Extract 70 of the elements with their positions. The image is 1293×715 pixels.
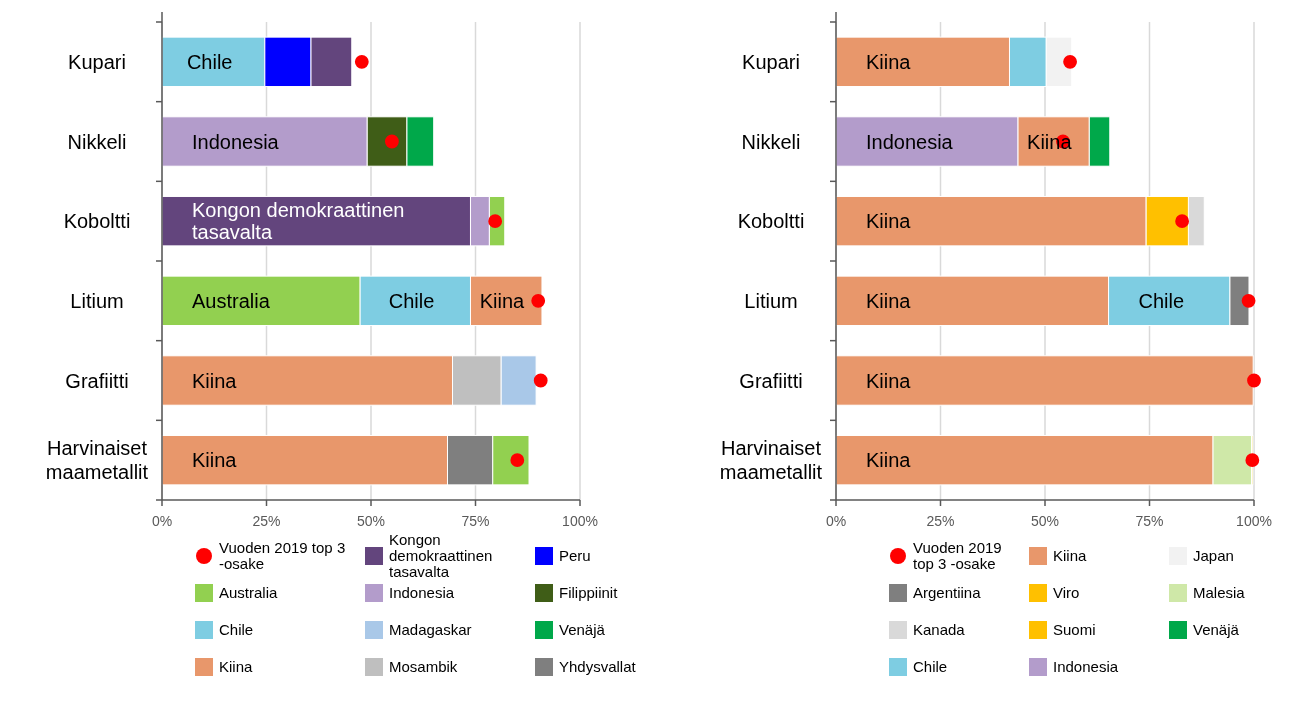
legend-label: Argentiina (913, 584, 982, 602)
legend-label: Vuoden 2019 top 3 -osake (219, 539, 346, 573)
legend-label: Yhdysvallat (559, 658, 637, 676)
text: Kiina (866, 369, 911, 392)
legend-label: Malesia (1193, 584, 1246, 602)
legend-label: Chile (219, 621, 254, 639)
y-tick-label: Grafiitti (739, 369, 803, 392)
point (354, 54, 369, 69)
legend-label: Venäjä (1193, 621, 1240, 639)
x-tick-label: 0% (825, 513, 847, 529)
x-tick-label: 75% (1135, 513, 1164, 529)
text: Kiina (192, 449, 237, 472)
text: Kiina (866, 449, 911, 472)
point (488, 214, 503, 229)
text: Indonesia (866, 130, 953, 153)
point (533, 373, 548, 388)
legend-label: Kanada (913, 621, 966, 639)
legend-label: Japan (1193, 547, 1234, 565)
y-tick-label: Kupari (68, 50, 126, 73)
point (531, 293, 546, 308)
text: Kongon demokraattinen tasavalta (192, 199, 405, 244)
legend-label: Kongon demokraattinen tasavalta (389, 531, 493, 581)
legend-label: Vuoden 2019 top 3 -osake (913, 539, 1002, 573)
text: Kiina (866, 50, 911, 73)
x-tick-label: 25% (252, 513, 281, 529)
legend-label: Indonesia (1053, 658, 1119, 676)
y-tick-label: Nikkeli (67, 130, 127, 153)
y-tick-label: Koboltti (63, 210, 131, 233)
legend-label: Venäjä (559, 621, 606, 639)
legend-label: Filippiinit (559, 584, 619, 602)
text: Australia (192, 289, 270, 312)
legend-label: Indonesia (389, 584, 455, 602)
legend-label: Australia (219, 584, 279, 602)
point (1175, 214, 1190, 229)
x-tick-label: 0% (151, 513, 173, 529)
legend-label: Kiina (219, 658, 254, 676)
x-tick-label: 50% (356, 513, 386, 529)
x-tick-label: 100% (562, 513, 598, 529)
text: Kiina (192, 369, 237, 392)
y-tick-label: Koboltti (737, 210, 805, 233)
legend-label: Chile (913, 658, 948, 676)
legend-label: Suomi (1053, 621, 1096, 639)
legend-label: Viro (1053, 584, 1080, 602)
text: Kiina (479, 289, 525, 312)
point (1245, 453, 1260, 468)
x-tick-label: 50% (1030, 513, 1060, 529)
y-tick-label: Harvinaiset maametallit (719, 437, 823, 484)
text: Indonesia (192, 130, 279, 153)
text: Chile (186, 50, 233, 73)
x-tick-label: 25% (926, 513, 955, 529)
legend-label: Peru (559, 547, 591, 565)
text: Chile (1138, 289, 1185, 312)
y-tick-label: Litium (70, 289, 124, 312)
legend-label: Mosambik (389, 658, 458, 676)
y-tick-label: Harvinaiset maametallit (45, 437, 149, 484)
x-tick-label: 100% (1236, 513, 1272, 529)
text: Kiina (866, 210, 911, 233)
x-tick-label: 75% (461, 513, 490, 529)
y-tick-label: Nikkeli (741, 130, 801, 153)
text: Chile (388, 289, 435, 312)
y-tick-label: Kupari (742, 50, 800, 73)
point (1247, 373, 1261, 388)
point (1241, 293, 1256, 308)
point (1063, 54, 1077, 69)
bar (835, 355, 1254, 406)
legend-label: Madagaskar (389, 621, 472, 639)
y-tick-label: Grafiitti (65, 369, 129, 392)
legend-label: Kiina (1053, 547, 1088, 565)
y-tick-label: Litium (744, 289, 798, 312)
text: Kiina (866, 289, 911, 312)
